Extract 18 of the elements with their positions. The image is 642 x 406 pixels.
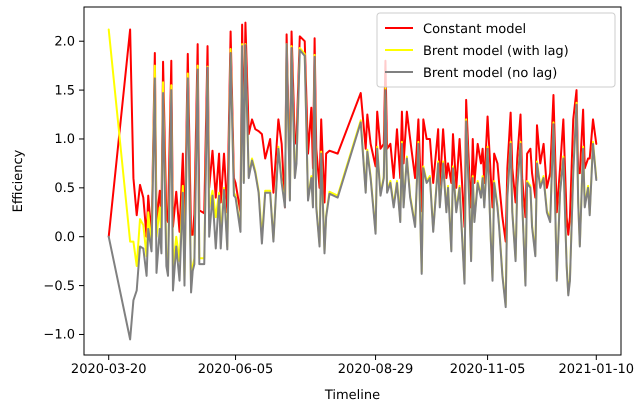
y-tick-label: −1.0 xyxy=(43,328,75,343)
line-series xyxy=(108,43,598,340)
y-tick-label: 1.0 xyxy=(54,132,75,148)
x-tick-label: 2021-01-10 xyxy=(558,362,634,378)
legend-label: Brent model (no lag) xyxy=(423,66,558,81)
y-axis-title: Efficiency xyxy=(11,149,26,212)
x-tick-label: 2020-06-05 xyxy=(198,362,274,378)
y-tick-label: 1.5 xyxy=(54,83,75,98)
x-tick-label: 2020-03-20 xyxy=(70,362,146,378)
y-tick-label: 0.0 xyxy=(54,230,75,245)
legend-label: Brent model (with lag) xyxy=(423,44,569,59)
legend-label: Constant model xyxy=(423,22,526,37)
x-tick-label: 2020-08-29 xyxy=(338,362,414,378)
x-axis-title: Timeline xyxy=(324,388,380,403)
y-tick-label: −0.5 xyxy=(43,278,75,294)
y-tick-label: 0.5 xyxy=(54,181,75,196)
y-tick-label: 2.0 xyxy=(54,34,75,50)
x-tick-label: 2020-11-05 xyxy=(450,362,526,378)
